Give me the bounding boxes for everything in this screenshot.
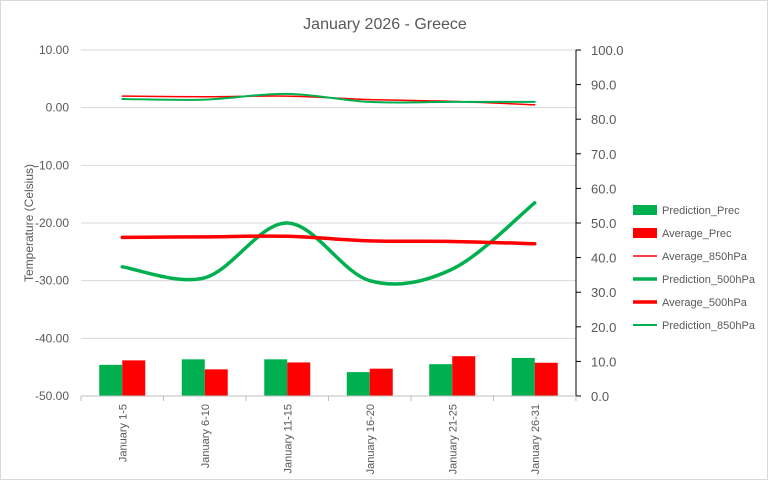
bar-average-prec: [534, 362, 558, 396]
y2-tick-label: 70.0: [591, 147, 616, 162]
legend-label: Prediction_500hPa: [662, 274, 756, 286]
bar-prediction-prec: [264, 359, 288, 396]
legend-label: Prediction_Prec: [662, 205, 740, 217]
x-tick-label: January 26-31: [530, 404, 542, 474]
y-tick-label: 0.00: [46, 101, 70, 115]
x-tick-label: January 1-5: [117, 404, 129, 462]
x-tick-label: January 11-15: [282, 404, 294, 474]
y2-tick-label: 40.0: [591, 251, 616, 266]
y2-tick-label: 10.0: [591, 354, 616, 369]
legend-swatch-average-prec: [633, 228, 657, 238]
y2-tick-label: 90.0: [591, 78, 616, 93]
y-tick-label: -50.00: [35, 389, 69, 403]
bar-average-prec: [122, 360, 146, 396]
bar-average-prec: [452, 356, 476, 396]
legend-label: Prediction_850hPa: [662, 320, 756, 332]
y2-tick-label: 100.0: [591, 43, 624, 58]
bar-average-prec: [204, 369, 228, 396]
y-tick-label: -40.00: [35, 331, 69, 345]
legend-label: Average_Prec: [662, 228, 732, 240]
bar-prediction-prec: [99, 364, 123, 396]
legend-label: Average_850hPa: [662, 251, 748, 263]
lines-group: [120, 92, 537, 286]
legend-label: Average_500hPa: [662, 297, 748, 309]
x-tick-label: January 21-25: [447, 404, 459, 474]
y2-tick-label: 80.0: [591, 112, 616, 127]
line-average-500hpa: [120, 234, 537, 246]
bar-prediction-prec: [181, 359, 205, 396]
bar-average-prec: [369, 368, 393, 396]
y2-tick-label: 0.0: [591, 389, 609, 404]
legend-swatch-prediction-prec: [633, 205, 657, 215]
y2-tick-label: 60.0: [591, 181, 616, 196]
y2-tick-label: 50.0: [591, 216, 616, 231]
bars-group: [99, 356, 558, 396]
y-axis-label: Temperature (Celsius): [22, 164, 36, 282]
chart-title: January 2026 - Greece: [303, 16, 467, 33]
bar-prediction-prec: [511, 357, 535, 396]
x-tick-label: January 6-10: [200, 404, 212, 468]
bar-prediction-prec: [346, 372, 370, 396]
tick-labels-group: 10.00 0.00 -10.00 -20.00 -30.00 -40.00 -50.00 1…: [35, 43, 624, 474]
line-prediction-500hpa: [120, 201, 537, 286]
y2-tick-label: 20.0: [591, 320, 616, 335]
y2-tick-label: 30.0: [591, 285, 616, 300]
legend: Prediction_Prec Average_Prec Average_850hP…: [633, 205, 756, 332]
y-tick-label: -20.00: [35, 216, 69, 230]
y-tick-label: -30.00: [35, 274, 69, 288]
y-tick-label: -10.00: [35, 158, 69, 172]
bar-prediction-prec: [429, 364, 453, 396]
x-tick-label: January 16-20: [365, 404, 377, 474]
bar-average-prec: [287, 362, 311, 396]
y-tick-label: 10.00: [39, 43, 69, 57]
axes-group: [80, 49, 581, 401]
line-prediction-850hpa: [121, 92, 536, 104]
